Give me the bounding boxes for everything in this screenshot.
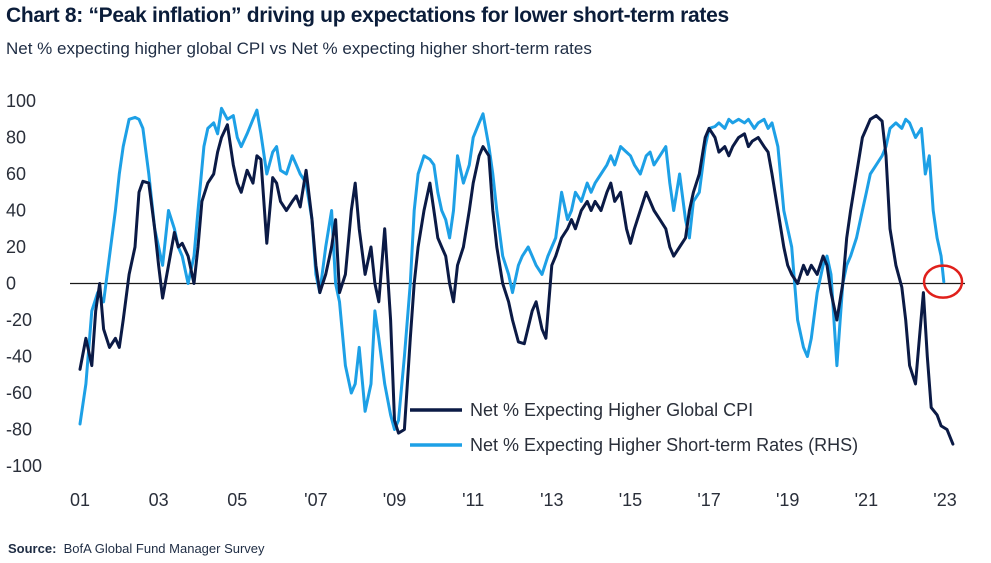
y-tick-label: 40 xyxy=(6,201,26,221)
x-tick-label: '11 xyxy=(462,490,484,510)
x-tick-label: '23 xyxy=(933,490,956,510)
x-tick-label: 01 xyxy=(70,490,90,510)
source-note: Source: BofA Global Fund Manager Survey xyxy=(8,541,265,556)
x-tick-label: '07 xyxy=(304,490,327,510)
x-tick-label: '17 xyxy=(697,490,720,510)
source-label: Source: xyxy=(8,541,57,556)
y-tick-label: 0 xyxy=(6,274,16,294)
x-tick-label: '19 xyxy=(776,490,799,510)
y-tick-label: 100 xyxy=(6,91,36,111)
highlight-circle xyxy=(922,264,964,299)
x-tick-label: '13 xyxy=(540,490,563,510)
legend-label-short-term-rates: Net % Expecting Higher Short-term Rates … xyxy=(470,435,858,455)
x-tick-label: 05 xyxy=(227,490,247,510)
y-tick-label: -100 xyxy=(6,456,42,476)
y-tick-label: -60 xyxy=(6,383,32,403)
chart-subtitle: Net % expecting higher global CPI vs Net… xyxy=(6,39,592,58)
y-tick-label: 20 xyxy=(6,237,26,257)
y-tick-label: -40 xyxy=(6,347,32,367)
legend-label-global-cpi: Net % Expecting Higher Global CPI xyxy=(470,400,753,420)
series-line-global-cpi xyxy=(78,114,955,446)
y-tick-label: -80 xyxy=(6,420,32,440)
y-tick-label: 80 xyxy=(6,128,26,148)
x-tick-label: '15 xyxy=(619,490,642,510)
x-tick-label: '09 xyxy=(383,490,406,510)
series-line-short-term-rates xyxy=(78,106,946,431)
x-tick-label: '21 xyxy=(855,490,878,510)
y-tick-label: 60 xyxy=(6,164,26,184)
x-tick-label: 03 xyxy=(149,490,169,510)
y-tick-label: -20 xyxy=(6,310,32,330)
chart-title: Chart 8: “Peak inflation” driving up exp… xyxy=(6,4,729,27)
source-text: BofA Global Fund Manager Survey xyxy=(63,541,265,556)
